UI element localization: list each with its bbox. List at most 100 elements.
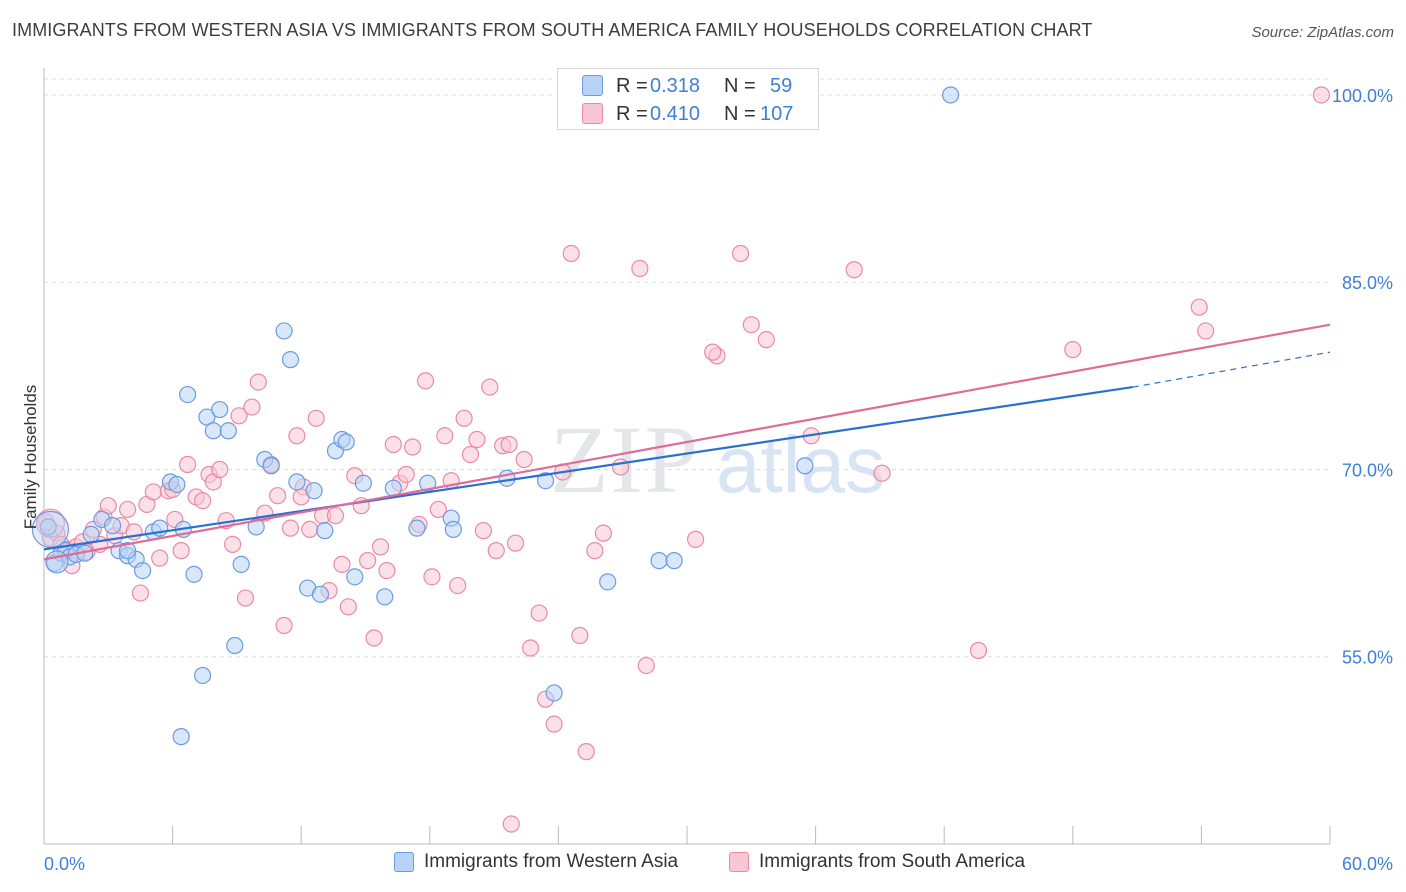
- data-point-western-asia: [219, 422, 237, 440]
- data-point-south-america: [586, 542, 604, 560]
- data-point-south-america: [481, 378, 499, 396]
- data-point-western-asia: [198, 408, 216, 426]
- data-point-south-america: [378, 562, 396, 580]
- data-point-south-america: [515, 450, 533, 469]
- data-point-western-asia: [39, 518, 57, 536]
- legend-item-western-asia[interactable]: Immigrants from Western Asia: [394, 851, 678, 873]
- data-point-south-america: [404, 438, 422, 456]
- chart-legend: Immigrants from Western Asia Immigrants …: [0, 851, 1406, 877]
- data-point-south-america: [211, 460, 229, 479]
- data-point-south-america: [339, 598, 357, 616]
- stats-row-western-asia: R = 0.318 N = 59: [558, 73, 820, 99]
- y-axis-label: Family Households: [21, 385, 40, 530]
- data-point-south-america: [506, 534, 525, 552]
- stats-r-value: 0.410: [650, 102, 701, 125]
- data-point-western-asia: [650, 552, 668, 570]
- tick-labels: 55.0% 70.0% 85.0% 100.0% 0.0% 60.0%: [44, 86, 1393, 874]
- data-point-western-asia: [288, 473, 306, 491]
- data-point-south-america: [1190, 298, 1208, 316]
- data-point-south-america: [1312, 86, 1331, 104]
- data-point-south-america: [845, 261, 863, 279]
- data-point-western-asia: [545, 684, 563, 702]
- data-point-south-america: [487, 542, 505, 560]
- chart-title: IMMIGRANTS FROM WESTERN ASIA VS IMMIGRAN…: [12, 20, 1093, 40]
- legend-label-south-america: Immigrants from South America: [759, 851, 1026, 872]
- data-point-south-america: [631, 259, 649, 278]
- data-point-western-asia: [942, 86, 960, 104]
- data-point-south-america: [275, 616, 293, 635]
- legend-swatch-pink: [729, 852, 749, 872]
- data-point-western-asia: [305, 482, 323, 500]
- data-point-western-asia: [536, 472, 555, 490]
- data-point-western-asia: [275, 322, 293, 340]
- axes: [43, 68, 1331, 845]
- data-point-south-america: [333, 555, 351, 573]
- data-point-western-asia: [118, 542, 137, 560]
- trendline-western-asia: [43, 386, 1133, 551]
- data-point-western-asia: [185, 565, 203, 583]
- stats-r-label: R =: [616, 74, 648, 97]
- x-tick-label: 60.0%: [1342, 854, 1393, 874]
- data-point-south-america: [742, 316, 760, 334]
- correlation-stats-box: R = 0.318 N = 59 R = 0.410 N = 107: [557, 68, 819, 130]
- data-point-western-asia: [204, 422, 222, 440]
- data-point-south-america: [611, 458, 630, 476]
- data-point-south-america: [359, 552, 377, 570]
- data-point-south-america: [151, 549, 169, 567]
- data-point-western-asia: [247, 518, 265, 536]
- stats-n-value: 107: [760, 102, 794, 125]
- data-point-western-asia: [172, 728, 190, 746]
- data-point-south-america: [249, 373, 267, 391]
- data-point-south-america: [224, 535, 242, 553]
- data-point-south-america: [288, 427, 306, 445]
- data-point-south-america: [562, 244, 580, 263]
- stats-r-value: 0.318: [650, 74, 701, 97]
- legend-swatch-blue: [394, 852, 414, 872]
- data-point-south-america: [281, 519, 300, 537]
- data-point-western-asia: [226, 636, 244, 655]
- stats-n-label: N =: [724, 74, 756, 97]
- data-point-south-america: [530, 604, 548, 622]
- stats-swatch-pink: [582, 103, 603, 124]
- data-point-western-asia: [316, 522, 334, 540]
- data-point-south-america: [236, 589, 255, 607]
- data-point-south-america: [194, 492, 212, 510]
- data-point-south-america: [731, 244, 750, 263]
- data-point-western-asia: [194, 666, 212, 685]
- y-tick-label: 70.0%: [1342, 460, 1393, 480]
- data-point-south-america: [594, 524, 613, 542]
- data-point-south-america: [423, 568, 441, 586]
- data-point-western-asia: [444, 520, 462, 539]
- data-point-south-america: [144, 483, 162, 501]
- data-point-south-america: [474, 522, 492, 540]
- data-point-western-asia: [232, 555, 250, 573]
- data-point-western-asia: [796, 457, 814, 475]
- data-point-south-america: [397, 465, 415, 484]
- data-point-western-asia: [311, 585, 330, 603]
- data-point-south-america: [1064, 341, 1082, 359]
- data-point-western-asia: [337, 433, 355, 451]
- data-point-south-america: [969, 641, 988, 660]
- data-point-western-asia: [179, 385, 197, 404]
- data-point-south-america: [307, 409, 325, 427]
- trendline-western-asia-extension: [1132, 351, 1331, 388]
- data-point-western-asia: [498, 469, 516, 487]
- data-point-south-america: [131, 584, 150, 602]
- stats-row-south-america: R = 0.410 N = 107: [558, 101, 820, 127]
- data-point-south-america: [326, 507, 345, 525]
- data-point-south-america: [502, 815, 520, 833]
- data-point-south-america: [99, 497, 117, 515]
- y-tick-label: 55.0%: [1342, 648, 1393, 668]
- x-tick-label: 0.0%: [44, 854, 85, 874]
- data-point-south-america: [1197, 322, 1215, 340]
- data-point-western-asia: [262, 457, 280, 475]
- data-point-south-america: [118, 500, 137, 519]
- data-point-south-america: [436, 427, 454, 445]
- data-point-south-america: [577, 743, 595, 761]
- data-point-south-america: [704, 343, 722, 361]
- data-point-western-asia: [354, 474, 372, 492]
- watermark-zip: ZIP: [550, 406, 700, 513]
- legend-item-south-america[interactable]: Immigrants from South America: [729, 851, 1025, 873]
- trendline-south-america: [43, 323, 1331, 561]
